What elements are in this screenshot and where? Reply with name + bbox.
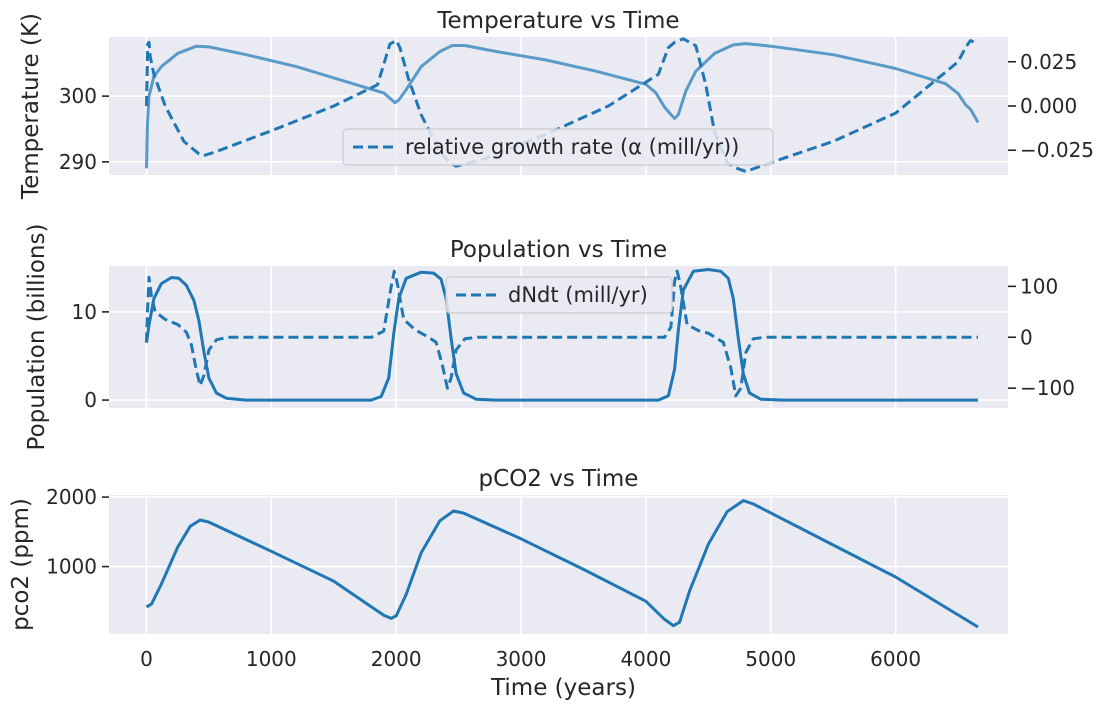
dashed-series-line <box>145 269 978 398</box>
y2-tick-label: 0.000 <box>1020 94 1077 118</box>
legend-box <box>445 276 673 314</box>
y2-tick-label: 0 <box>1020 325 1033 349</box>
legend-label: dNdt (mill/yr) <box>508 283 648 307</box>
x-axis-label: Time (years) <box>490 675 636 701</box>
plot-area <box>109 495 1008 634</box>
legend: dNdt (mill/yr) <box>445 276 673 314</box>
chart-panel-2: 0 10 100 0 −100 Population vs Time Population … <box>24 224 1075 451</box>
y2-tick-label: −100 <box>1020 376 1075 400</box>
dashed-series-line <box>145 37 979 173</box>
chart-panel-1: 290 300 0.025 0.000 −0.025 Temperature vs Tim… <box>18 8 1094 200</box>
legend-label: relative growth rate (α (mill/yr)) <box>405 135 739 159</box>
y-axis-label: Temperature (K) <box>18 13 44 200</box>
x-tick-label: 3000 <box>496 647 547 671</box>
y-tick-label: 2000 <box>46 485 97 509</box>
solid-series-line <box>145 268 978 402</box>
chart-title: pCO2 vs Time <box>479 466 639 492</box>
chart-title: Temperature vs Time <box>436 8 679 34</box>
y-tick-label: 1000 <box>46 555 97 579</box>
y2-tick-label: −0.025 <box>1020 138 1094 162</box>
chart-panel-3: 1000 2000 0 1000 2000 3000 4000 5000 6000 pCO2 vs… <box>8 466 1008 701</box>
x-tick-label: 5000 <box>745 647 796 671</box>
x-tick-label: 2000 <box>371 647 422 671</box>
legend: relative growth rate (α (mill/yr)) <box>342 128 774 166</box>
y-tick-label: 300 <box>59 84 97 108</box>
y-tick-label: 0 <box>84 388 97 412</box>
x-tick-label: 1000 <box>246 647 297 671</box>
y-axis-label: pco2 (ppm) <box>8 498 34 631</box>
x-tick-label: 0 <box>140 647 153 671</box>
y-tick-label: 290 <box>59 150 97 174</box>
y-tick-label: 10 <box>72 300 97 324</box>
x-tick-label: 4000 <box>620 647 671 671</box>
solid-series-line <box>145 499 979 629</box>
x-tick-label: 6000 <box>870 647 921 671</box>
y-axis-label: Population (billions) <box>24 224 50 451</box>
y2-tick-label: 100 <box>1020 274 1058 298</box>
solid-series-line <box>145 42 980 169</box>
legend-box <box>342 128 774 166</box>
chart-title: Population vs Time <box>450 237 667 263</box>
y2-tick-label: 0.025 <box>1020 50 1077 74</box>
